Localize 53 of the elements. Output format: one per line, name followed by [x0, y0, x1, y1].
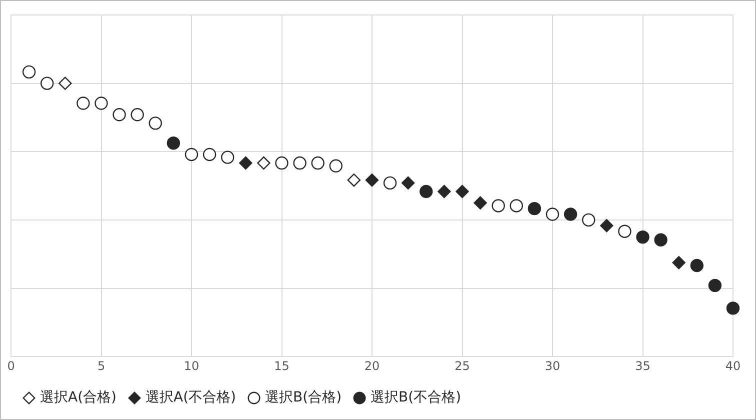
point [636, 230, 650, 244]
point [329, 159, 342, 172]
point [130, 108, 144, 122]
point [492, 199, 505, 212]
point [510, 199, 523, 212]
point [94, 96, 108, 110]
point [76, 96, 90, 110]
point [383, 176, 397, 190]
point [239, 156, 252, 170]
legend-label: 選択B(合格) [265, 390, 342, 406]
point [58, 76, 72, 90]
point [184, 148, 198, 162]
point [365, 174, 379, 187]
point [438, 184, 451, 198]
x-tick-label: 15 [274, 358, 290, 373]
point [618, 224, 632, 238]
point [528, 202, 542, 216]
point [221, 150, 234, 164]
x-tick-label: 0 [7, 358, 15, 373]
x-tick-label: 30 [544, 358, 560, 373]
point [112, 108, 126, 122]
legend-label: 選択B(不合格) [370, 390, 462, 406]
x-tick-label: 25 [454, 358, 470, 373]
point [564, 208, 578, 221]
point [654, 233, 668, 246]
point [474, 196, 487, 210]
x-tick-label: 35 [635, 358, 650, 373]
point [347, 174, 361, 187]
point [166, 136, 180, 150]
point [690, 258, 704, 272]
legend-label: 選択A(合格) [40, 390, 117, 406]
point [420, 184, 433, 198]
point [456, 184, 469, 198]
x-tick-label: 5 [97, 358, 106, 373]
x-tick-label: 10 [184, 358, 200, 373]
point [402, 176, 415, 190]
point [600, 219, 614, 232]
point [311, 156, 324, 170]
point [672, 256, 686, 270]
point [293, 156, 306, 170]
x-tick-label: 20 [364, 358, 380, 373]
point [22, 65, 36, 79]
point [202, 148, 216, 162]
x-tick-label: 40 [725, 358, 741, 373]
point [40, 76, 54, 90]
point [275, 156, 288, 170]
point [546, 208, 560, 221]
point [148, 116, 162, 130]
point [708, 278, 722, 292]
point [582, 213, 596, 227]
point [726, 302, 740, 315]
legend-label: 選択A(不合格) [146, 390, 236, 406]
point [257, 156, 270, 170]
